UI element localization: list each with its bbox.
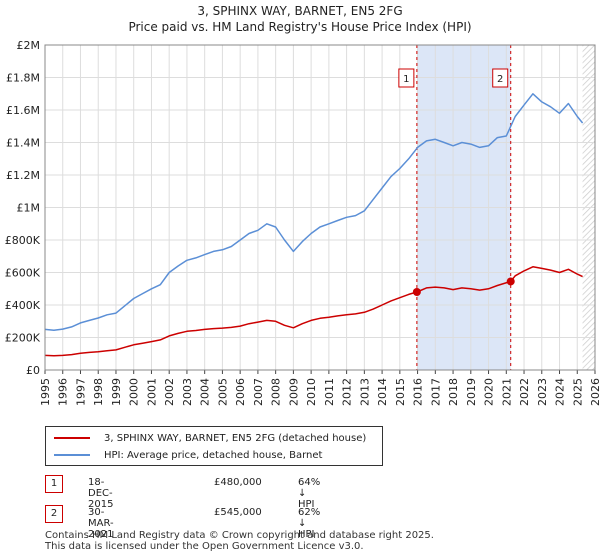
x-tick-label: 2019	[465, 378, 478, 406]
x-tick-label: 2000	[128, 378, 141, 406]
sale-point	[506, 277, 515, 286]
chart-title: 3, SPHINX WAY, BARNET, EN5 2FG	[197, 4, 403, 18]
sale-date: 30-MAR-2021	[88, 507, 114, 540]
x-tick-label: 1999	[110, 378, 123, 406]
x-tick-label: 2011	[323, 378, 336, 406]
x-tick-label: 2015	[394, 378, 407, 406]
legend-label-property: 3, SPHINX WAY, BARNET, EN5 2FG (detached…	[104, 432, 367, 444]
footer: Contains HM Land Registry data © Crown c…	[45, 530, 434, 552]
y-tick-label: £1.4M	[6, 137, 40, 150]
sale-hpi-diff: 64% ↓ HPI	[298, 477, 321, 510]
legend-item-property: 3, SPHINX WAY, BARNET, EN5 2FG (detached…	[54, 431, 366, 445]
footer-line: This data is licensed under the Open Gov…	[45, 541, 364, 552]
sale-number-badge: 1	[45, 475, 63, 493]
x-tick-label: 1998	[92, 378, 105, 406]
property-series-line	[44, 266, 583, 357]
x-tick-label: 2007	[252, 378, 265, 406]
x-tick-label: 2017	[429, 378, 442, 406]
sale-marker-label: 2	[497, 74, 503, 85]
sale-marker-box	[398, 68, 415, 88]
x-tick-label: 2003	[181, 378, 194, 406]
x-tick-label: 2001	[145, 378, 158, 406]
x-tick-label: 2009	[287, 378, 300, 406]
plot-frame	[44, 44, 596, 371]
x-tick-label: 2020	[483, 378, 496, 406]
x-tick-label: 1995	[39, 378, 52, 406]
legend-item-hpi: HPI: Average price, detached house, Barn…	[54, 448, 322, 462]
x-tick-label: 2022	[518, 378, 531, 406]
x-tick-label: 2026	[589, 378, 600, 406]
x-tick-label: 2018	[447, 378, 460, 406]
y-tick-label: £1.2M	[6, 169, 40, 182]
y-tick-label: £0	[26, 364, 40, 377]
sale-hpi-diff: 62% ↓ HPI	[298, 507, 321, 540]
x-tick-label: 2016	[412, 378, 425, 406]
y-tick-label: £400K	[5, 299, 41, 312]
x-tick-label: 2010	[305, 378, 318, 406]
sale-date: 18-DEC-2015	[88, 477, 114, 510]
x-tick-label: 2008	[270, 378, 283, 406]
y-tick-label: £800K	[5, 234, 41, 247]
chart-subtitle: Price paid vs. HM Land Registry's House …	[128, 20, 472, 34]
sale-point	[412, 288, 421, 296]
x-tick-label: 2023	[536, 378, 549, 406]
price-chart: £0 £200K £400K £600K £800K £1M £1.2M £1.4M £1.6M…	[5, 39, 600, 406]
x-tick-label: 1997	[74, 378, 87, 406]
legend-label-hpi: HPI: Average price, detached house, Barn…	[104, 449, 323, 461]
sale-price: £480,000	[214, 477, 262, 488]
x-tick-label: 2014	[376, 378, 389, 406]
legend-swatch-hpi	[54, 454, 90, 456]
x-tick-label: 2021	[500, 378, 513, 406]
x-tick-label: 2025	[571, 378, 584, 406]
hpi-series-line	[44, 93, 584, 331]
x-tick-label: 2012	[341, 378, 354, 406]
x-tick-label: 2024	[554, 378, 567, 406]
y-tick-label: £2M	[17, 39, 41, 52]
x-tick-label: 2005	[216, 378, 229, 406]
y-tick-label: £200K	[5, 332, 41, 345]
sale-marker-box	[492, 68, 509, 88]
x-tick-label: 2004	[199, 378, 212, 406]
x-tick-label: 2002	[163, 378, 176, 406]
x-tick-label: 1996	[57, 378, 70, 406]
sale-price: £545,000	[214, 507, 262, 518]
legend: 3, SPHINX WAY, BARNET, EN5 2FG (detached…	[45, 426, 383, 466]
y-tick-label: £1.8M	[6, 72, 40, 85]
footer-line: Contains HM Land Registry data © Crown c…	[45, 530, 434, 541]
y-tick-label: £1M	[17, 202, 41, 215]
sale-marker-label: 1	[403, 74, 409, 85]
y-tick-label: £1.6M	[6, 104, 40, 117]
sale-number-badge: 2	[45, 505, 63, 523]
x-tick-label: 2013	[358, 378, 371, 406]
x-tick-label: 2006	[234, 378, 247, 406]
legend-swatch-property	[54, 437, 90, 439]
y-tick-label: £600K	[5, 267, 41, 280]
